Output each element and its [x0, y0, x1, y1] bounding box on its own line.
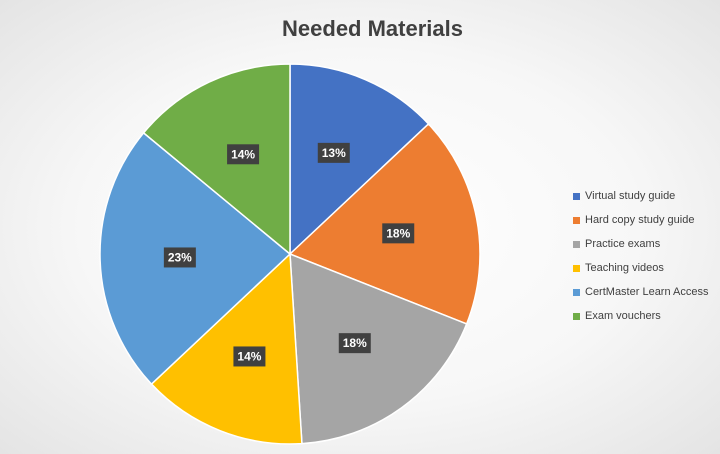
data-label-box: [163, 247, 196, 268]
data-label: 13%: [317, 142, 350, 163]
data-label-text: 14%: [237, 349, 261, 363]
legend-item: CertMaster Learn Access: [573, 280, 720, 304]
data-label-box: [233, 346, 266, 367]
legend-label: Teaching videos: [585, 262, 664, 274]
legend-swatch: [573, 216, 580, 224]
data-label-box: [382, 223, 415, 244]
data-label: 23%: [163, 247, 196, 268]
chart-title: Needed Materials: [282, 16, 463, 41]
pie-slice-teaching-videos: [150, 252, 303, 445]
legend-item: Virtual study guide: [573, 184, 720, 208]
data-label: 18%: [338, 333, 371, 354]
legend-item: Practice exams: [573, 232, 720, 256]
data-label: 18%: [382, 223, 415, 244]
legend-label: CertMaster Learn Access: [585, 286, 709, 298]
legend-swatch: [573, 192, 580, 200]
legend-label: Hard copy study guide: [585, 214, 695, 226]
legend-label: Exam vouchers: [585, 310, 661, 322]
data-label: 14%: [233, 346, 266, 367]
legend-swatch: [573, 240, 580, 248]
legend-swatch: [573, 312, 580, 320]
data-label-box: [227, 144, 260, 165]
legend-item: Teaching videos: [573, 256, 720, 280]
legend-item: Hard copy study guide: [573, 208, 720, 232]
legend-item: Exam vouchers: [573, 304, 720, 328]
data-label-text: 14%: [231, 147, 255, 161]
pie-slice-exam-vouchers: [142, 63, 291, 256]
pie-slice-virtual-study-guide: [289, 63, 430, 256]
data-label-box: [338, 333, 371, 354]
legend-label: Practice exams: [585, 238, 661, 250]
legend: Virtual study guide Hard copy study guide…: [573, 184, 720, 328]
legend-swatch: [573, 288, 580, 296]
legend-label: Virtual study guide: [585, 190, 676, 202]
data-label-text: 13%: [322, 146, 346, 160]
data-label-text: 23%: [168, 250, 192, 264]
data-label: 14%: [227, 144, 260, 165]
legend-swatch: [573, 264, 580, 272]
data-label-text: 18%: [343, 336, 367, 350]
data-label-box: [317, 142, 350, 163]
pie-slice-practice-exams: [289, 252, 468, 445]
data-label-text: 18%: [386, 226, 410, 240]
